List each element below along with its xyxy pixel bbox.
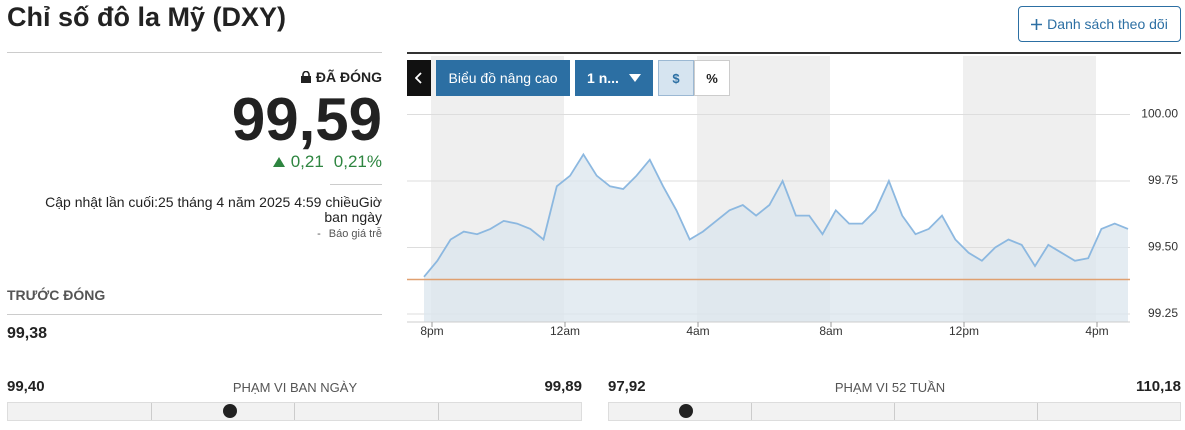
y-tick-label: 99.50 xyxy=(1148,240,1178,254)
range-low: 99,40 xyxy=(7,378,45,395)
x-tick-label: 8am xyxy=(819,324,842,338)
divider xyxy=(7,314,382,315)
y-tick-label: 100.00 xyxy=(1141,107,1178,121)
divider xyxy=(407,52,1181,54)
range-marker xyxy=(222,404,237,418)
price: 99,59 xyxy=(231,86,382,153)
updated: Cập nhật lần cuối:25 tháng 4 năm 2025 4:… xyxy=(45,194,382,225)
x-tick-label: 12am xyxy=(550,324,580,338)
dollar-toggle[interactable]: $ xyxy=(658,60,694,96)
period-button[interactable]: 1 n... xyxy=(575,60,653,96)
x-tick-label: 8pm xyxy=(420,324,443,338)
range-label: PHẠM VI BAN NGÀY xyxy=(232,380,358,395)
status-text: ĐÃ ĐÓNG xyxy=(315,69,382,85)
x-tick-label: 4am xyxy=(686,324,709,338)
change-pct: 0,21% xyxy=(333,152,382,171)
prev-close: 99,38 xyxy=(7,325,48,342)
watchlist-label: Danh sách theo dõi xyxy=(1047,16,1168,32)
dropdown-icon xyxy=(628,74,641,82)
back-button[interactable] xyxy=(407,60,431,96)
range-high: 99,89 xyxy=(544,378,582,395)
x-tick-label: 12pm xyxy=(949,324,979,338)
delay-note: Báo giá trễ xyxy=(317,228,382,240)
y-tick-label: 99.25 xyxy=(1148,306,1178,320)
y-tick-label: 99.75 xyxy=(1148,173,1178,187)
line xyxy=(423,152,1129,278)
change: 0,21 0,21% xyxy=(272,152,382,172)
range-bar xyxy=(7,402,582,421)
prev-close-label: TRƯỚC ĐÓNG xyxy=(7,287,106,303)
chevron-icon xyxy=(415,72,422,84)
x-tick-label: 4pm xyxy=(1085,324,1108,338)
divider xyxy=(330,184,382,185)
change-value: 0,21 xyxy=(290,152,324,171)
range-marker xyxy=(679,404,694,418)
range-low: 97,92 xyxy=(608,378,646,395)
title: Chỉ số đô la Mỹ (DXY) xyxy=(7,2,287,32)
percent-toggle[interactable]: % xyxy=(694,60,730,96)
plus-icon xyxy=(1031,18,1043,30)
range-high: 110,18 xyxy=(1135,378,1181,395)
advanced-chart-button[interactable]: Biểu đồ nâng cao xyxy=(436,60,570,96)
range-label: PHẠM VI 52 TUẦN xyxy=(834,380,946,395)
divider xyxy=(7,52,382,53)
range-bar xyxy=(608,402,1181,421)
period-text: 1 n... xyxy=(587,70,619,86)
lock-icon xyxy=(300,71,311,83)
status: ĐÃ ĐÓNG xyxy=(300,69,382,85)
up-arrow xyxy=(272,157,285,167)
watchlist-button[interactable]: Danh sách theo dõi xyxy=(1018,6,1181,42)
